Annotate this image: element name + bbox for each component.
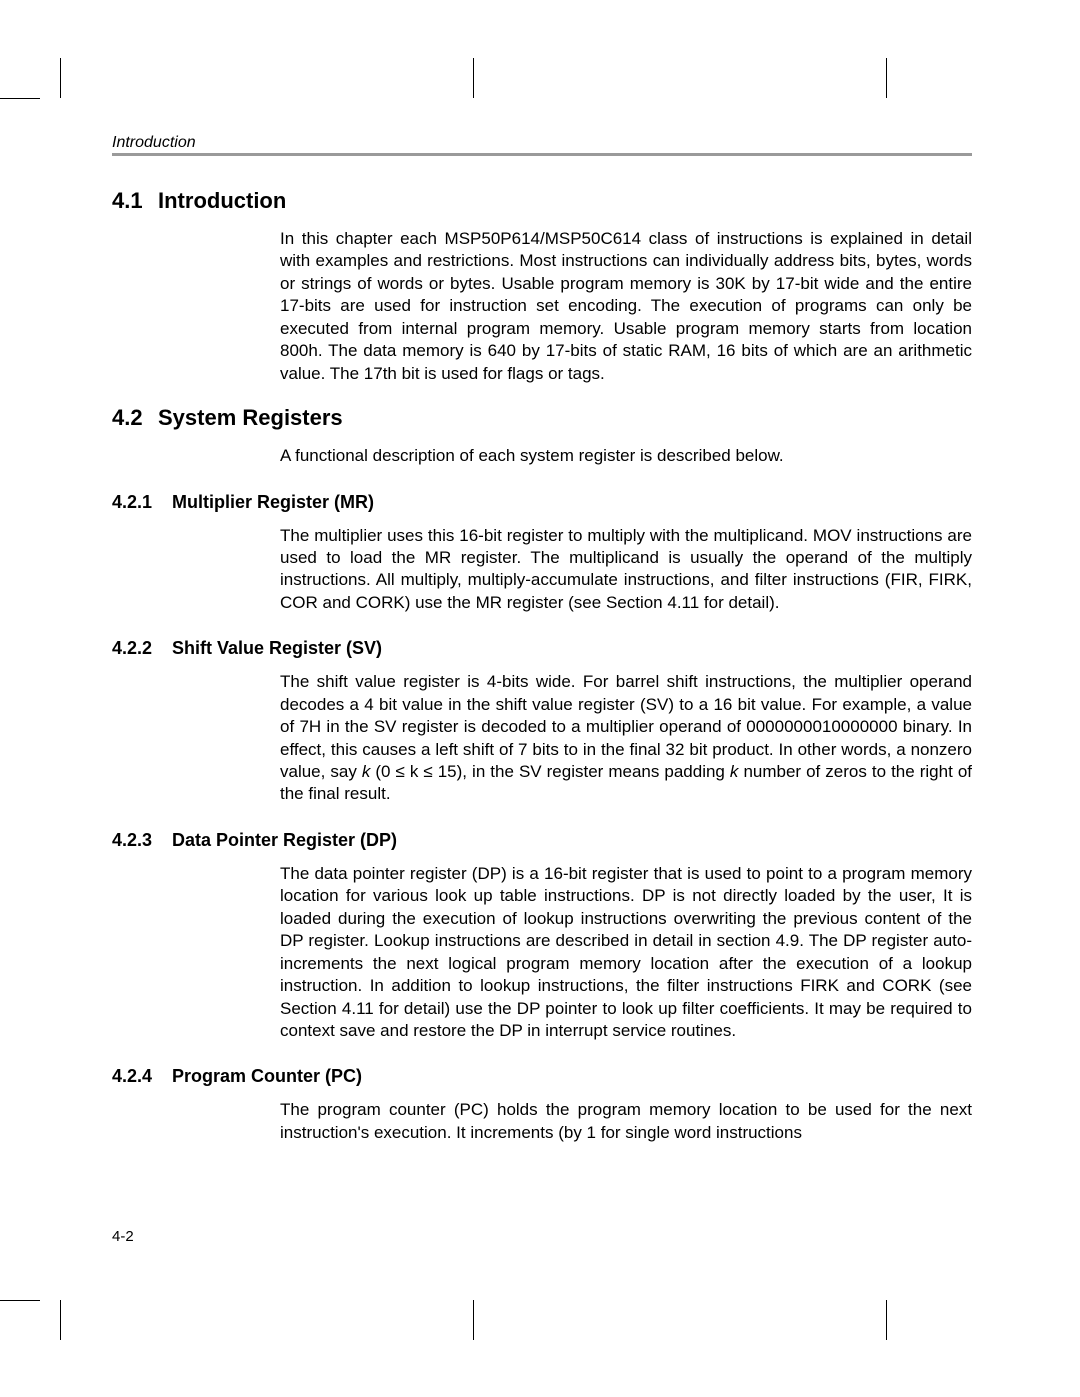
crop-mark: [0, 98, 40, 99]
page: Introduction 4.1 Introduction In this ch…: [0, 0, 1080, 1397]
subsection-heading: 4.2.4 Program Counter (PC): [112, 1066, 972, 1087]
subsection-number: 4.2.2: [112, 638, 172, 659]
crop-mark: [60, 1300, 61, 1340]
subsection-title: Data Pointer Register (DP): [172, 830, 397, 851]
crop-mark: [473, 1300, 474, 1340]
subsection-heading: 4.2.3 Data Pointer Register (DP): [112, 830, 972, 851]
crop-mark: [886, 1300, 887, 1340]
subsection-title: Program Counter (PC): [172, 1066, 362, 1087]
page-number: 4-2: [112, 1228, 134, 1245]
subsection-body: The data pointer register (DP) is a 16-b…: [280, 863, 972, 1043]
subsection-body: The multiplier uses this 16-bit register…: [280, 525, 972, 615]
section-heading: 4.2 System Registers: [112, 405, 972, 431]
section-number: 4.2: [112, 405, 158, 431]
paragraph: In this chapter each MSP50P614/MSP50C614…: [280, 228, 972, 385]
paragraph: A functional description of each system …: [280, 445, 972, 467]
section-body: In this chapter each MSP50P614/MSP50C614…: [280, 228, 972, 385]
subsection-number: 4.2.3: [112, 830, 172, 851]
subsection-title: Shift Value Register (SV): [172, 638, 382, 659]
section-body: A functional description of each system …: [280, 445, 972, 467]
paragraph: The data pointer register (DP) is a 16-b…: [280, 863, 972, 1043]
section-number: 4.1: [112, 188, 158, 214]
subsection-heading: 4.2.1 Multiplier Register (MR): [112, 492, 972, 513]
header-rule: [112, 153, 972, 156]
paragraph: The multiplier uses this 16-bit register…: [280, 525, 972, 615]
subsection-title: Multiplier Register (MR): [172, 492, 374, 513]
crop-mark: [886, 58, 887, 98]
running-head: Introduction: [112, 134, 196, 152]
subsection-number: 4.2.1: [112, 492, 172, 513]
crop-mark: [473, 58, 474, 98]
subsection-number: 4.2.4: [112, 1066, 172, 1087]
crop-mark: [0, 1300, 40, 1301]
subsection-body: The program counter (PC) holds the progr…: [280, 1099, 972, 1144]
section-heading: 4.1 Introduction: [112, 188, 972, 214]
section-title: Introduction: [158, 188, 286, 214]
paragraph: The shift value register is 4-bits wide.…: [280, 671, 972, 806]
subsection-body: The shift value register is 4-bits wide.…: [280, 671, 972, 806]
crop-mark: [60, 58, 61, 98]
content-area: 4.1 Introduction In this chapter each MS…: [112, 188, 972, 1150]
subsection-heading: 4.2.2 Shift Value Register (SV): [112, 638, 972, 659]
paragraph: The program counter (PC) holds the progr…: [280, 1099, 972, 1144]
section-title: System Registers: [158, 405, 343, 431]
